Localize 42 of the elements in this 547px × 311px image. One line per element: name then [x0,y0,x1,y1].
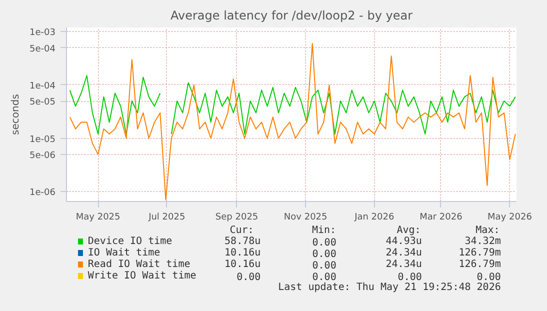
text: 0.00 [236,272,261,283]
y-tick-label: 1e-03 [30,28,56,38]
line-series [69,43,516,200]
chart-title: Average latency for /dev/loop2 - by year [170,8,413,22]
x-tick-label: May 2025 [76,212,120,222]
text: 24.34u [386,248,422,258]
text: 0.00 [312,249,336,260]
text: 44.93u [386,236,422,247]
text: 126.79m [458,248,501,258]
y-tick-label: 5e-04 [30,44,56,54]
legend-label: Device IO time [88,236,172,247]
x-tick-label: Jul 2025 [148,212,186,222]
x-tick-label: Nov 2025 [284,212,328,222]
text: 10.16u [224,248,261,258]
y-axis-title: seconds [10,94,22,135]
legend-label: Write IO Wait time [88,270,196,282]
text: 34.32m [464,236,501,247]
text: Last update: Thu May 21 19:25:48 2026 [278,282,501,293]
text: 0.00 [312,260,336,272]
y-tick-label: 1e-04 [30,81,56,92]
y-tick-label: 5e-05 [30,98,56,108]
text: 0.00 [312,238,336,248]
x-tick-label: May 2026 [488,212,532,222]
text: Max: [476,225,500,236]
text: 58.78u [224,236,261,247]
y-tick-label: 1e-06 [30,188,56,198]
x-tick-label: Sep 2025 [215,212,258,222]
x-tick-label: Mar 2026 [420,212,463,222]
text: 0.00 [476,272,501,283]
text: 10.16u [224,259,261,270]
y-tick-label: 5e-06 [30,150,56,161]
text: Cur: [230,225,254,236]
text: 126.79m [458,259,501,270]
legend-label: IO Wait time [88,248,160,258]
text: Min: [312,225,336,236]
legend-label: Read IO Wait time [88,259,190,270]
x-tick-label: Jan 2026 [354,212,394,222]
y-tick-label: 1e-05 [30,134,56,145]
text: 24.34u [386,259,422,270]
text: 0.00 [398,272,422,283]
text: Avg: [396,225,421,236]
text: 0.00 [312,272,336,283]
